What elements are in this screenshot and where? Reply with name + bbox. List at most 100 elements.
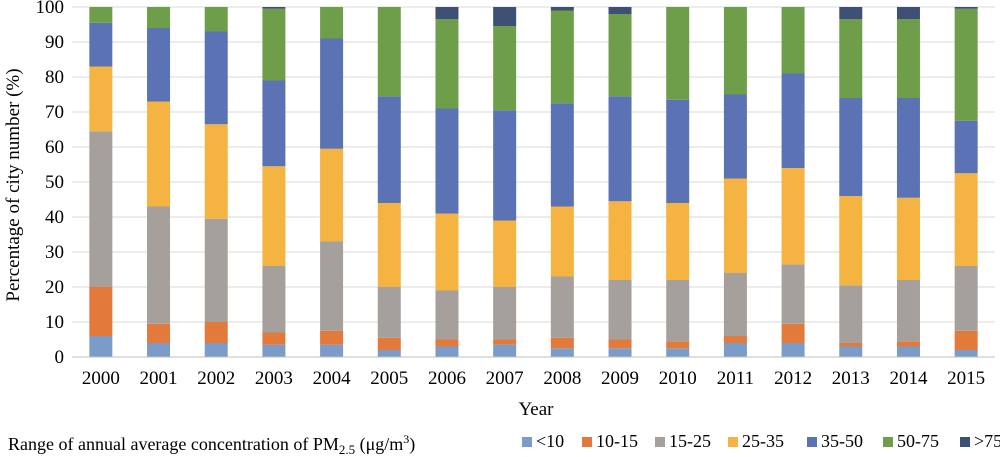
- bar-segment-2014-<10: [896, 346, 920, 357]
- x-tick-label-2008: 2008: [543, 368, 581, 389]
- bar-segment-2006-15-25: [435, 290, 459, 340]
- bar-segment-2003-10-15: [262, 332, 286, 345]
- bar-segment-2012-25-35: [781, 168, 805, 265]
- bar-segment-2008-<10: [550, 348, 574, 357]
- legend-swatch-50-75: [883, 437, 893, 447]
- bar-stack-2000: [89, 7, 113, 357]
- x-tick-label-2005: 2005: [370, 368, 408, 389]
- bar-stack-2009: [608, 7, 632, 357]
- bar-segment-2011-35-50: [723, 94, 747, 179]
- y-tick-label-80: 80: [45, 67, 64, 88]
- bar-segment-2000-50-75: [89, 7, 113, 23]
- bar-stack-2014: [896, 7, 920, 357]
- bar-segment-2002-<10: [204, 343, 228, 357]
- bar-segment-2009-<10: [608, 348, 632, 357]
- y-tick-label-100: 100: [36, 0, 65, 18]
- legend-item->75: >75: [960, 431, 1000, 451]
- bar-segment-2002-35-50: [204, 31, 228, 125]
- bar-segment-2001-<10: [147, 343, 171, 357]
- bar-stack-2007: [493, 7, 517, 357]
- legend-label-50-75: 50-75: [897, 431, 939, 451]
- bar-segment-2014->75: [896, 7, 920, 20]
- legend-item-35-50: 35-50: [807, 431, 863, 451]
- x-tick-labels: 2000 2001 2002 2003 2004 2005 2006 2007 2008 2009…: [82, 368, 985, 389]
- bar-segment-2015-50-75: [954, 8, 978, 121]
- bar-segment-2014-35-50: [896, 98, 920, 198]
- bar-segment-2008-15-25: [550, 276, 574, 338]
- legend: <10 10-15 15-25 25-35 35-50 50-75 >75: [522, 431, 1000, 451]
- bar-segment-2004-<10: [320, 344, 344, 357]
- bar-segment-2010-<10: [666, 348, 690, 357]
- bar-segment-2015-15-25: [954, 266, 978, 331]
- legend-label-35-50: 35-50: [821, 431, 863, 451]
- x-tick-label-2004: 2004: [313, 368, 352, 389]
- bar-stack-2001: [147, 7, 171, 357]
- bar-segment-2015-<10: [954, 350, 978, 357]
- bar-segment-2006-25-35: [435, 213, 459, 291]
- legend-item-50-75: 50-75: [883, 431, 939, 451]
- bar-segment-2011-<10: [723, 343, 747, 357]
- bar-segment-2011-25-35: [723, 178, 747, 273]
- bar-segment-2008-10-15: [550, 337, 574, 349]
- x-tick-label-2010: 2010: [659, 368, 697, 389]
- bar-segment-2000-25-35: [89, 66, 113, 132]
- bar-segment-2013-10-15: [839, 343, 863, 347]
- y-tick-label-30: 30: [45, 242, 64, 263]
- legend-swatch-10-15: [582, 437, 592, 447]
- y-tick-label-20: 20: [45, 277, 64, 298]
- bar-segment-2004-50-75: [320, 7, 344, 39]
- bar-segment-2015-35-50: [954, 120, 978, 174]
- y-tick-label-50: 50: [45, 172, 64, 193]
- y-tick-label-10: 10: [45, 312, 64, 333]
- bar-segment-2006-<10: [435, 346, 459, 357]
- bar-segment-2004-25-35: [320, 148, 344, 242]
- legend-title-text: Range of annual average concentration of…: [8, 434, 339, 454]
- bar-segment-2014-50-75: [896, 19, 920, 98]
- bar-segment-2015-10-15: [954, 330, 978, 350]
- legend-label-10-15: 10-15: [596, 431, 638, 451]
- x-tick-label-2003: 2003: [255, 368, 293, 389]
- bar-segment-2001-35-50: [147, 28, 171, 102]
- bar-segment-2012-<10: [781, 343, 805, 357]
- x-tick-label-2012: 2012: [774, 368, 812, 389]
- bar-segment-2000-10-15: [89, 287, 113, 336]
- bar-segment-2008->75: [550, 7, 574, 11]
- bar-segment-2000-35-50: [89, 22, 113, 67]
- bar-stack-2002: [204, 7, 228, 357]
- bar-segment-2009-50-75: [608, 14, 632, 97]
- bar-segment-2008-35-50: [550, 103, 574, 207]
- bar-stack-2004: [320, 7, 344, 357]
- bar-segment-2007-50-75: [493, 26, 517, 111]
- bar-stack-2006: [435, 7, 459, 357]
- y-tick-label-0: 0: [55, 347, 65, 368]
- bar-segment-2011-10-15: [723, 336, 747, 343]
- bar-segment-2001-10-15: [147, 323, 171, 343]
- bar-segment-2009-25-35: [608, 201, 632, 280]
- y-tick-label-40: 40: [45, 207, 64, 228]
- bar-segment-2007-35-50: [493, 110, 517, 221]
- bar-segment-2011-15-25: [723, 273, 747, 336]
- bar-segment-2007-15-25: [493, 287, 517, 340]
- bar-segment-2011-50-75: [723, 7, 747, 95]
- bar-segment-2006-35-50: [435, 108, 459, 214]
- bar-segment-2006->75: [435, 7, 459, 20]
- x-tick-label-2002: 2002: [197, 368, 235, 389]
- legend-label-<10: <10: [536, 431, 564, 451]
- bar-segment-2015->75: [954, 7, 978, 9]
- bar-segment-2014-15-25: [896, 280, 920, 342]
- bar-segment-2005-10-15: [377, 337, 401, 350]
- bar-segment-2007-25-35: [493, 220, 517, 287]
- bar-segment-2009-10-15: [608, 339, 632, 349]
- bar-segment-2013-<10: [839, 346, 863, 357]
- x-tick-label-2000: 2000: [82, 368, 120, 389]
- bar-segment-2012-15-25: [781, 264, 805, 324]
- y-tick-label-60: 60: [45, 137, 64, 158]
- bar-stack-2013: [839, 7, 863, 357]
- legend-swatch-35-50: [807, 437, 817, 447]
- bar-segment-2005-15-25: [377, 287, 401, 338]
- x-tick-label-2006: 2006: [428, 368, 466, 389]
- legend-item-25-35: 25-35: [728, 431, 784, 451]
- x-tick-label-2009: 2009: [601, 368, 639, 389]
- bar-segment-2013->75: [839, 7, 863, 20]
